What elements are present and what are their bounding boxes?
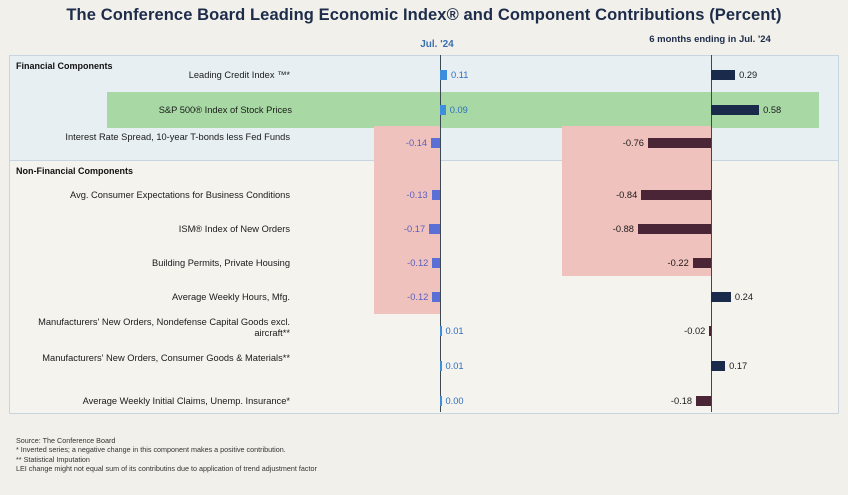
value-label-jul: 0.01 <box>445 326 464 336</box>
component-label: Average Weekly Hours, Mfg. <box>172 292 290 302</box>
component-label: Average Weekly Initial Claims, Unemp. In… <box>82 396 290 406</box>
bar-6month <box>709 326 711 336</box>
value-label-6month: 0.24 <box>734 292 754 302</box>
bar-6month <box>641 190 711 200</box>
value-label-jul: -0.12 <box>407 258 429 268</box>
component-label: Interest Rate Spread, 10-year T-bonds le… <box>65 132 290 142</box>
value-label-6month: -0.22 <box>667 258 689 268</box>
value-label-6month: -0.76 <box>622 138 644 148</box>
component-label: Manufacturers' New Orders, Nondefense Ca… <box>38 317 290 338</box>
column-header-jul: Jul. '24 <box>420 39 454 50</box>
footnote-inverted: * Inverted series; a negative change in … <box>16 445 286 455</box>
value-label-jul: -0.17 <box>403 224 426 234</box>
value-label-6month: -0.02 <box>684 326 706 336</box>
negative-highlight-jul <box>374 126 440 314</box>
bar-jul <box>432 292 440 302</box>
component-label: Manufacturers' New Orders, Consumer Good… <box>42 353 290 363</box>
bar-jul <box>440 70 448 80</box>
value-label-6month: -0.88 <box>612 224 634 234</box>
value-label-jul: -0.12 <box>407 292 429 302</box>
section-financial-label: Financial Components <box>16 61 113 71</box>
bar-6month <box>711 292 731 302</box>
value-label-6month: -0.84 <box>616 190 638 200</box>
bar-jul <box>431 190 440 200</box>
zero-axis-jul <box>440 55 441 412</box>
component-label: Leading Credit Index ™* <box>188 70 290 80</box>
bar-jul <box>429 224 440 234</box>
component-label: ISM® Index of New Orders <box>178 224 290 234</box>
value-label-6month: 0.29 <box>739 70 758 80</box>
bar-6month <box>711 105 760 115</box>
value-label-jul: 0.11 <box>451 70 469 80</box>
value-label-6month: 0.17 <box>729 361 748 371</box>
bar-jul <box>440 105 446 115</box>
value-label-jul: -0.13 <box>406 190 428 200</box>
bar-jul <box>440 361 442 371</box>
footnotes: Source: The Conference Board * Inverted … <box>16 436 317 474</box>
value-label-jul: 0.01 <box>445 361 464 371</box>
zero-axis-6month <box>711 55 712 412</box>
chart-title: The Conference Board Leading Economic In… <box>66 6 782 24</box>
bar-jul <box>431 138 440 148</box>
bar-6month <box>711 70 736 80</box>
value-label-jul: -0.14 <box>405 138 428 148</box>
column-header-6month: 6 months ending in Jul. '24 <box>649 34 771 45</box>
footnote-trend: LEI change might not equal sum of its co… <box>16 464 317 474</box>
footnote-imputation: ** Statistical Imputation <box>16 454 90 464</box>
bar-6month <box>637 224 711 234</box>
value-label-6month: -0.18 <box>670 396 693 406</box>
bar-6month <box>692 258 711 268</box>
positive-highlight <box>107 92 819 128</box>
value-label-jul: 0.09 <box>449 105 468 115</box>
bar-6month <box>696 396 711 406</box>
negative-highlight-6month <box>562 126 712 276</box>
value-label-6month: 0.58 <box>763 105 782 115</box>
value-label-jul: 0.00 <box>445 396 464 406</box>
footnote-source: Source: The Conference Board <box>16 436 116 445</box>
bar-jul <box>440 396 442 406</box>
component-label: S&P 500® Index of Stock Prices <box>158 105 292 115</box>
bar-jul <box>432 258 440 268</box>
bar-6month <box>711 361 726 371</box>
section-non-financial-label: Non-Financial Components <box>16 166 133 176</box>
bar-6month <box>647 138 711 148</box>
bar-jul <box>440 326 442 336</box>
component-label: Building Permits, Private Housing <box>152 258 290 268</box>
component-label: Avg. Consumer Expectations for Business … <box>70 190 290 200</box>
